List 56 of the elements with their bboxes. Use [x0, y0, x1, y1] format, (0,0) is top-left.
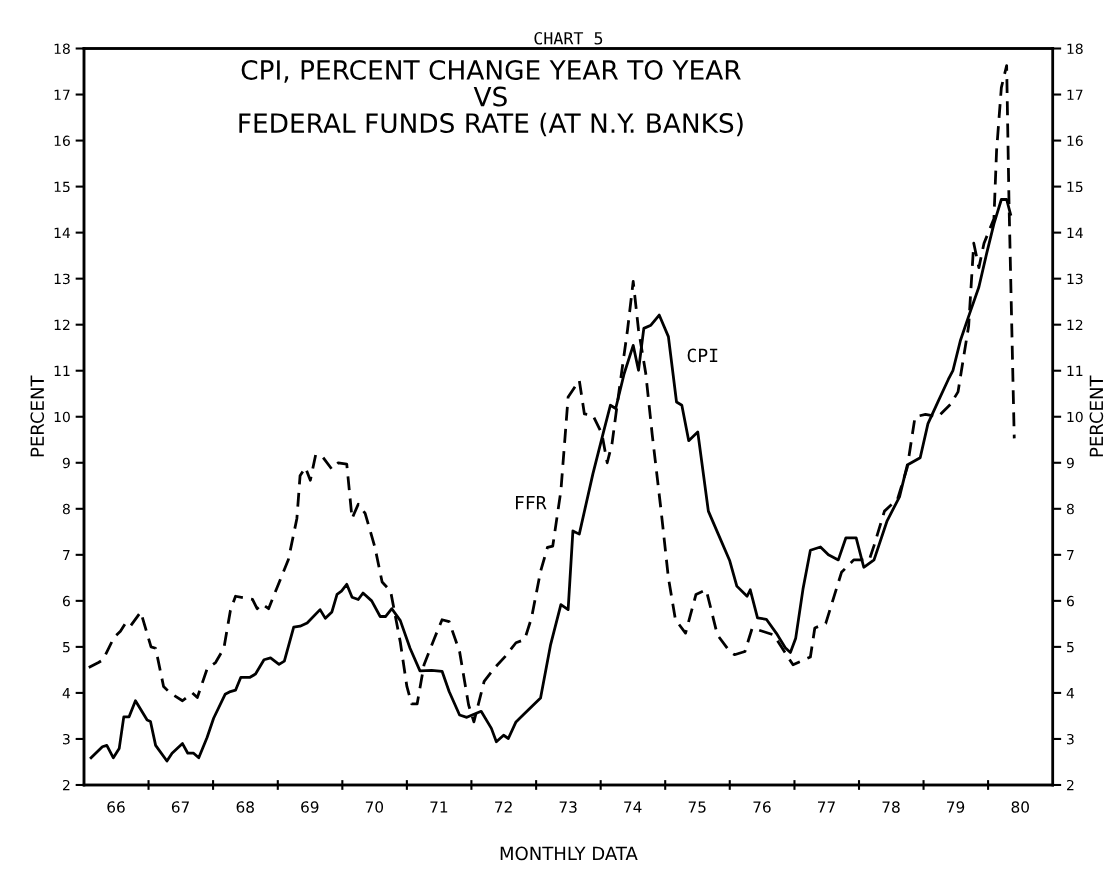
x-tick-label: 77	[818, 801, 835, 813]
y2-tick-label: 3	[1067, 733, 1074, 745]
series-label: CPI	[687, 348, 718, 363]
series-label: FFR	[516, 496, 547, 510]
x-tick-label: 68	[236, 801, 254, 813]
x-tick-label: 67	[171, 801, 189, 813]
x-tick-label: 79	[947, 801, 965, 813]
y-tick-label: 7	[63, 549, 70, 561]
y-tick-label: 8	[62, 503, 70, 515]
chart-title: CHART 5	[534, 31, 603, 45]
x-tick-label: 66	[107, 801, 125, 813]
y2-tick-label: 9	[1066, 457, 1074, 469]
y2-tick-label: 7	[1067, 549, 1074, 561]
y-tick-label: 14	[54, 227, 71, 238]
y-tick-label: 11	[54, 365, 70, 376]
x-tick-label: 74	[624, 801, 642, 813]
x-tick-label: 76	[753, 801, 771, 813]
y2-tick-label: 14	[1067, 227, 1083, 238]
y-tick-label: 5	[63, 642, 70, 653]
y-tick-label: 6	[62, 595, 70, 607]
y-tick-label: 12	[54, 319, 70, 330]
y-axis-title: PERCENT	[30, 375, 45, 457]
y-tick-label: 15	[54, 181, 70, 193]
y2-tick-label: 15	[1067, 181, 1083, 193]
text: CPI, PERCENT CHANGE YEAR TO YEAR VS FEDERAL FUNDS RATE (AT N.Y. BANKS)	[239, 60, 743, 137]
y2-tick-label: 16	[1067, 135, 1083, 147]
y2-tick-label: 4	[1066, 688, 1075, 699]
x-tick-label: 80	[1011, 801, 1029, 813]
y-tick-label: 9	[62, 457, 70, 469]
y-tick-label: 13	[54, 273, 70, 285]
y2-tick-label: 11	[1067, 365, 1083, 376]
y2-tick-label: 2	[1067, 779, 1074, 791]
y-tick-label: 18	[54, 43, 70, 54]
x-tick-label: 73	[559, 801, 577, 813]
y-tick-label: 17	[54, 89, 70, 100]
y2-tick-label: 8	[1066, 503, 1074, 515]
y2-tick-label: 18	[1067, 43, 1083, 54]
y2-tick-label: 17	[1067, 89, 1083, 100]
y2-tick-label: 6	[1066, 595, 1074, 607]
x-axis-title: MONTHLY DATA	[500, 846, 638, 861]
y-tick-label: 16	[54, 135, 70, 147]
y2-tick-label: 13	[1067, 273, 1083, 285]
y2-tick-label: 12	[1067, 319, 1083, 330]
x-tick-label: 69	[301, 801, 319, 813]
y-tick-label: 4	[62, 688, 71, 699]
x-tick-label: 71	[430, 801, 448, 813]
y2-axis-title: PERCENT	[1089, 375, 1104, 457]
y2-tick-label: 10	[1067, 411, 1083, 423]
x-tick-label: 70	[365, 801, 384, 813]
y-tick-label: 2	[62, 779, 70, 791]
y-tick-label: 3	[63, 733, 70, 745]
y-tick-label: 10	[54, 411, 70, 423]
x-tick-label: 75	[688, 801, 706, 813]
x-tick-label: 72	[495, 801, 512, 813]
y2-tick-label: 5	[1067, 642, 1074, 653]
x-tick-label: 78	[882, 801, 900, 813]
